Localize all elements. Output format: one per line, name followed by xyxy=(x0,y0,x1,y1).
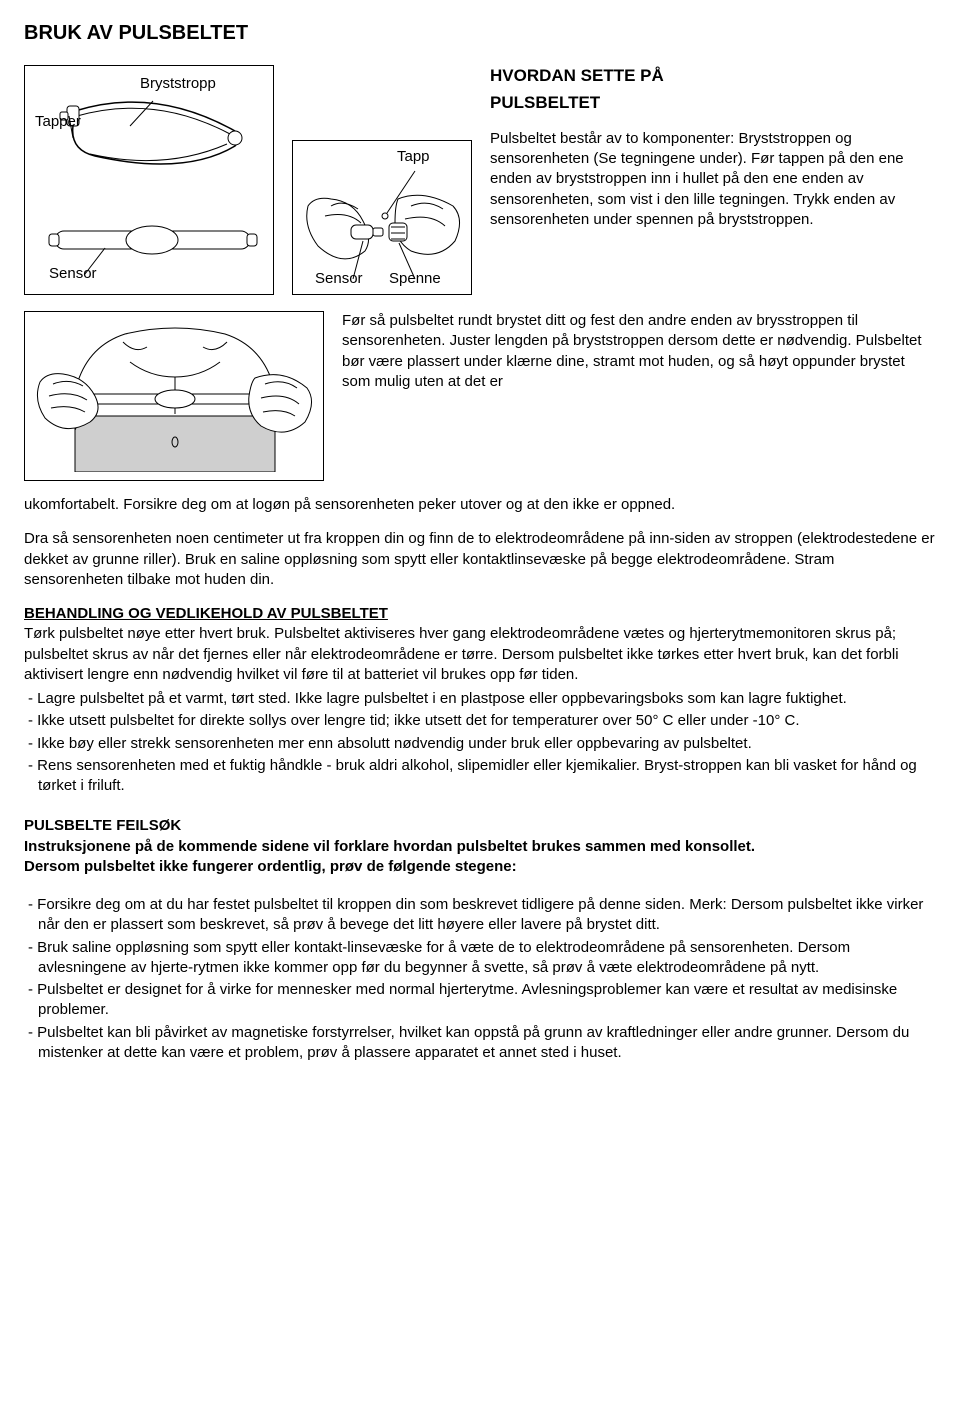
bullet-item: - Pulsbeltet er designet for å virke for… xyxy=(24,980,936,1021)
label-sensor: Sensor xyxy=(49,264,97,284)
label-spenne: Spenne xyxy=(389,269,441,289)
maintenance-paragraph: Tørk pulsbeltet nøye etter hvert bruk. P… xyxy=(24,624,936,685)
bullet-item: - Forsikre deg om at du har festet pulsb… xyxy=(24,895,936,936)
label-tapper: Tapper xyxy=(35,112,81,132)
bullet-item: - Ikke bøy eller strekk sensorenheten me… xyxy=(24,734,936,754)
top-diagram-row: Tapper Bryststropp Sensor Tapp Sensor xyxy=(24,65,936,295)
diagram-strap-sensor: Tapper Bryststropp Sensor xyxy=(24,65,274,295)
label-bryststropp: Bryststropp xyxy=(140,74,216,94)
troubleshoot-heading: PULSBELTE FEILSØK xyxy=(24,816,936,836)
troubleshoot-intro-1: Instruksjonene på de kommende sidene vil… xyxy=(24,837,936,857)
troubleshoot-bullets: - Forsikre deg om at du har festet pulsb… xyxy=(24,895,936,1063)
intro-paragraph: Pulsbeltet består av to komponenter: Bry… xyxy=(490,129,936,230)
bullet-item: - Lagre pulsbeltet på et varmt, tørt ste… xyxy=(24,689,936,709)
bullet-item: - Ikke utsett pulsbeltet for direkte sol… xyxy=(24,711,936,731)
strap-sensor-illustration xyxy=(35,76,265,286)
bullet-item: - Rens sensorenheten med et fuktig håndk… xyxy=(24,756,936,797)
diagram-attach: Tapp Sensor Spenne xyxy=(292,140,472,295)
torso-illustration xyxy=(35,322,315,472)
bullet-item: - Bruk saline oppløsning som spytt eller… xyxy=(24,938,936,979)
mid-tail: ukomfortabelt. Forsikre deg om at logøn … xyxy=(24,495,936,515)
maintenance-heading: BEHANDLING OG VEDLIKEHOLD AV PULSBELTET xyxy=(24,604,936,624)
instruction-paragraph: Dra så sensorenheten noen centimeter ut … xyxy=(24,529,936,590)
troubleshoot-section: PULSBELTE FEILSØK Instruksjonene på de k… xyxy=(24,816,936,1063)
section-head-2: PULSBELTET xyxy=(490,92,936,115)
bullet-item: - Pulsbeltet kan bli påvirket av magneti… xyxy=(24,1023,936,1064)
page-title: BRUK AV PULSBELTET xyxy=(24,20,936,47)
diagram-torso xyxy=(24,311,324,481)
attach-illustration xyxy=(303,151,463,286)
mid-paragraph: Før så pulsbeltet rundt brystet ditt og … xyxy=(342,311,936,481)
troubleshoot-intro-2: Dersom pulsbeltet ikke fungerer ordentli… xyxy=(24,857,936,877)
maintenance-section: BEHANDLING OG VEDLIKEHOLD AV PULSBELTET … xyxy=(24,604,936,796)
section-head-1: HVORDAN SETTE PÅ xyxy=(490,65,936,88)
label-tapp: Tapp xyxy=(397,147,430,167)
mid-row: Før så pulsbeltet rundt brystet ditt og … xyxy=(24,311,936,481)
maintenance-bullets: - Lagre pulsbeltet på et varmt, tørt ste… xyxy=(24,689,936,796)
intro-column: HVORDAN SETTE PÅ PULSBELTET Pulsbeltet b… xyxy=(490,65,936,295)
label-sensor-2: Sensor xyxy=(315,269,363,289)
